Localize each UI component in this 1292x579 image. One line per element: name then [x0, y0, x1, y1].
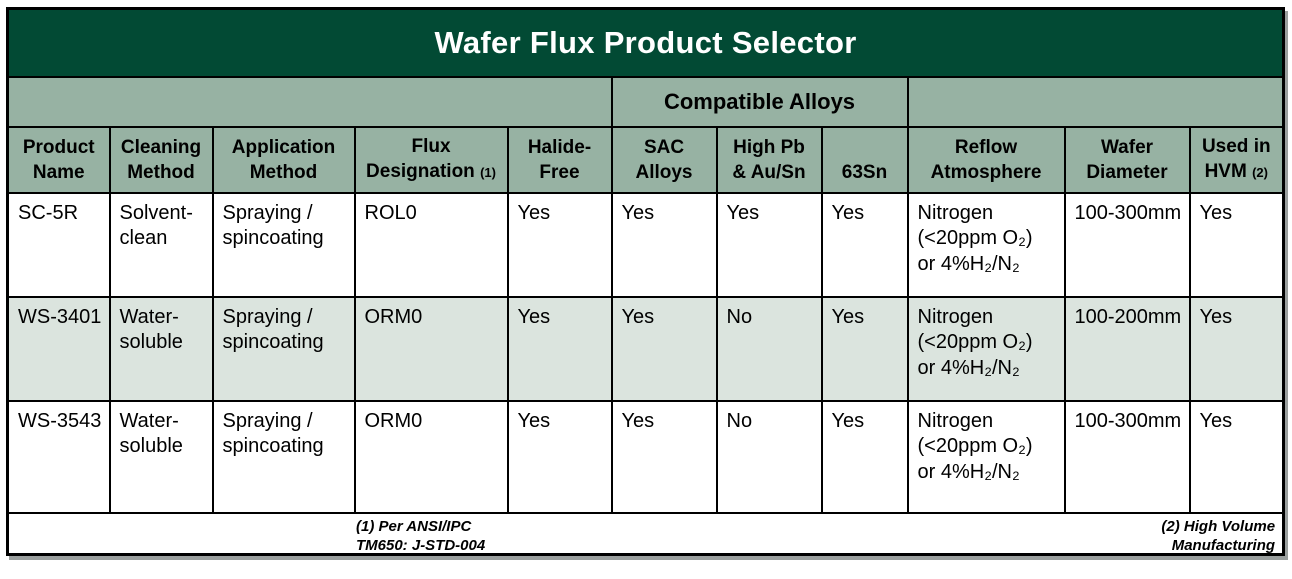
group-header-spacer-right	[906, 75, 1285, 128]
table-row-sc-5r: SC-5R Solvent- clean Spraying / spincoat…	[6, 191, 1285, 298]
cell-63sn: Yes	[820, 399, 909, 514]
column-header-sac-alloys: SAC Alloys	[610, 125, 718, 194]
cell-product-name: SC-5R	[6, 191, 111, 298]
cell-reflow-atmosphere: Nitrogen (<20ppm O₂) or 4%H₂/N₂	[906, 191, 1066, 298]
cell-application-method: Spraying / spincoating	[211, 399, 356, 514]
column-header-flux-designation: Flux Designation (1)	[353, 125, 509, 194]
group-header-row: Compatible Alloys	[6, 75, 1285, 128]
title-row: Wafer Flux Product Selector	[6, 7, 1285, 78]
table-row-ws-3543: WS-3543 Water- soluble Spraying / spinco…	[6, 399, 1285, 514]
cell-product-name: WS-3401	[6, 295, 111, 402]
cell-high-pb-au-sn: No	[715, 295, 823, 402]
footnote-cell: (1) Per ANSI/IPC TM650: J-STD-004 (2) Hi…	[6, 511, 1285, 556]
column-header-row: Product Name Cleaning Method Application…	[6, 125, 1285, 194]
cell-flux-designation: ROL0	[353, 191, 509, 298]
cell-cleaning-method: Solvent- clean	[108, 191, 214, 298]
cell-product-name: WS-3543	[6, 399, 111, 514]
group-header-spacer-left	[6, 75, 613, 128]
cell-flux-designation: ORM0	[353, 295, 509, 402]
footnote-row: (1) Per ANSI/IPC TM650: J-STD-004 (2) Hi…	[6, 511, 1285, 556]
column-header-reflow-atmosphere: Reflow Atmosphere	[906, 125, 1066, 194]
table-row-ws-3401: WS-3401 Water- soluble Spraying / spinco…	[6, 295, 1285, 402]
cell-used-in-hvm: Yes	[1188, 191, 1285, 298]
table-title: Wafer Flux Product Selector	[6, 7, 1285, 78]
cell-sac-alloys: Yes	[610, 399, 718, 514]
cell-sac-alloys: Yes	[610, 295, 718, 402]
cell-reflow-atmosphere: Nitrogen (<20ppm O₂) or 4%H₂/N₂	[906, 295, 1066, 402]
cell-63sn: Yes	[820, 295, 909, 402]
cell-wafer-diameter: 100-300mm	[1063, 399, 1191, 514]
cell-halide-free: Yes	[506, 295, 613, 402]
cell-application-method: Spraying / spincoating	[211, 191, 356, 298]
column-header-cleaning-method: Cleaning Method	[108, 125, 214, 194]
cell-high-pb-au-sn: No	[715, 399, 823, 514]
column-header-product-name: Product Name	[6, 125, 111, 194]
cell-cleaning-method: Water- soluble	[108, 399, 214, 514]
footnote-2: (2) High Volume Manufacturing	[1161, 517, 1276, 555]
column-header-63sn: 63Sn	[820, 125, 909, 194]
cell-halide-free: Yes	[506, 191, 613, 298]
cell-cleaning-method: Water- soluble	[108, 295, 214, 402]
wafer-flux-product-selector-table: Wafer Flux Product Selector Compatible A…	[6, 7, 1286, 556]
cell-application-method: Spraying / spincoating	[211, 295, 356, 402]
cell-used-in-hvm: Yes	[1188, 295, 1285, 402]
column-header-high-pb-au-sn: High Pb & Au/Sn	[715, 125, 823, 194]
cell-63sn: Yes	[820, 191, 909, 298]
footnote-marker-2: (2)	[1252, 165, 1268, 180]
cell-flux-designation: ORM0	[353, 399, 509, 514]
cell-high-pb-au-sn: Yes	[715, 191, 823, 298]
cell-used-in-hvm: Yes	[1188, 399, 1285, 514]
column-header-application-method: Application Method	[211, 125, 356, 194]
cell-sac-alloys: Yes	[610, 191, 718, 298]
cell-wafer-diameter: 100-200mm	[1063, 295, 1191, 402]
cell-wafer-diameter: 100-300mm	[1063, 191, 1191, 298]
footnote-1: (1) Per ANSI/IPC TM650: J-STD-004	[356, 517, 486, 555]
cell-reflow-atmosphere: Nitrogen (<20ppm O₂) or 4%H₂/N₂	[906, 399, 1066, 514]
column-header-wafer-diameter: Wafer Diameter	[1063, 125, 1191, 194]
cell-halide-free: Yes	[506, 399, 613, 514]
footnote-marker-1: (1)	[480, 165, 496, 180]
column-header-halide-free: Halide- Free	[506, 125, 613, 194]
group-header-compatible-alloys: Compatible Alloys	[610, 75, 909, 128]
column-header-used-in-hvm: Used in HVM (2)	[1188, 125, 1285, 194]
